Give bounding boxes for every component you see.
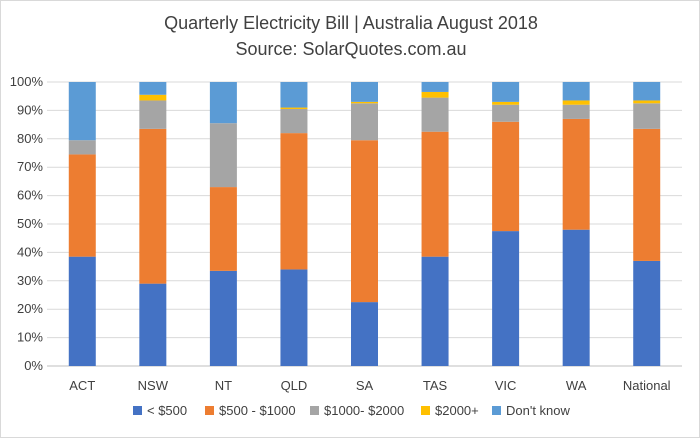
- bar-segment: [633, 100, 661, 104]
- bar-segment: [421, 131, 449, 257]
- bar-segment: [351, 101, 378, 104]
- bar-segment: [351, 302, 378, 366]
- bar-segment: [209, 82, 237, 124]
- bar-segment: [280, 269, 308, 366]
- chart-subtitle: Source: SolarQuotes.com.au: [235, 39, 466, 59]
- y-axis-ticks: 0% 10% 20% 30% 40% 50% 60% 70% 80% 90% 100%: [10, 74, 44, 373]
- legend-label: $1000- $2000: [324, 403, 404, 418]
- x-tick-label: QLD: [281, 378, 308, 393]
- legend-label: $500 - $1000: [219, 403, 296, 418]
- bar-segment: [139, 94, 167, 101]
- legend-swatch: [492, 406, 501, 415]
- bar-segment: [562, 118, 590, 230]
- bar-segment: [492, 104, 520, 122]
- bar-segment: [139, 100, 167, 129]
- bar-segment: [421, 82, 449, 92]
- y-tick-label: 40%: [17, 244, 43, 259]
- bar-segment: [562, 104, 590, 119]
- bar-segment: [209, 123, 237, 188]
- x-tick-label: NT: [215, 378, 232, 393]
- y-tick-label: 20%: [17, 301, 43, 316]
- y-tick-label: 100%: [10, 74, 44, 89]
- y-tick-label: 0%: [24, 358, 43, 373]
- bar-segment: [492, 121, 520, 232]
- x-tick-label: WA: [566, 378, 587, 393]
- bar-segment: [492, 101, 520, 105]
- bar-segment: [633, 128, 661, 261]
- chart-title: Quarterly Electricity Bill | Australia A…: [164, 13, 538, 33]
- bar-segment: [633, 103, 661, 129]
- legend: < $500 $500 - $1000 $1000- $2000 $2000+ Don'…: [133, 403, 571, 418]
- x-tick-label: National: [623, 378, 671, 393]
- bar-segment: [351, 82, 378, 102]
- bar-segment: [421, 256, 449, 366]
- bar-segment: [280, 133, 308, 270]
- bar-segment: [492, 231, 520, 366]
- legend-label: $2000+: [435, 403, 479, 418]
- bar-segment: [633, 82, 661, 101]
- bar-segment: [492, 82, 520, 102]
- y-tick-label: 80%: [17, 131, 43, 146]
- legend-swatch: [310, 406, 319, 415]
- y-tick-label: 70%: [17, 159, 43, 174]
- bar-segment: [280, 108, 308, 134]
- bar-segment: [139, 128, 167, 284]
- legend-label: < $500: [147, 403, 187, 418]
- bar-segment: [139, 283, 167, 366]
- x-tick-label: VIC: [495, 378, 517, 393]
- x-tick-label: NSW: [138, 378, 169, 393]
- y-tick-label: 10%: [17, 330, 43, 345]
- bar-segment: [68, 256, 96, 366]
- bar-segment: [68, 140, 96, 155]
- bar-segment: [562, 229, 590, 366]
- bar-segment: [421, 91, 449, 98]
- x-tick-label: TAS: [423, 378, 448, 393]
- x-axis-ticks: ACT NSW NT QLD SA TAS VIC WA National: [69, 378, 670, 393]
- x-tick-label: ACT: [69, 378, 95, 393]
- y-tick-label: 50%: [17, 216, 43, 231]
- legend-swatch: [133, 406, 142, 415]
- bar-segment: [280, 82, 308, 108]
- bar-segment: [209, 270, 237, 366]
- bar-segment: [421, 97, 449, 132]
- bar-segment: [562, 82, 590, 101]
- x-tick-label: SA: [356, 378, 374, 393]
- bar-segment: [351, 103, 378, 141]
- legend-swatch: [205, 406, 214, 415]
- bars: [68, 82, 661, 366]
- y-tick-label: 90%: [17, 102, 43, 117]
- legend-label: Don't know: [506, 403, 571, 418]
- bar-segment: [562, 100, 590, 105]
- bar-segment: [351, 140, 378, 303]
- y-tick-label: 60%: [17, 188, 43, 203]
- bar-segment: [139, 82, 167, 95]
- bar-segment: [68, 154, 96, 257]
- bar-segment: [68, 82, 96, 141]
- bar-segment: [280, 107, 308, 109]
- y-tick-label: 30%: [17, 273, 43, 288]
- legend-swatch: [421, 406, 430, 415]
- bar-segment: [209, 187, 237, 271]
- bar-segment: [633, 260, 661, 366]
